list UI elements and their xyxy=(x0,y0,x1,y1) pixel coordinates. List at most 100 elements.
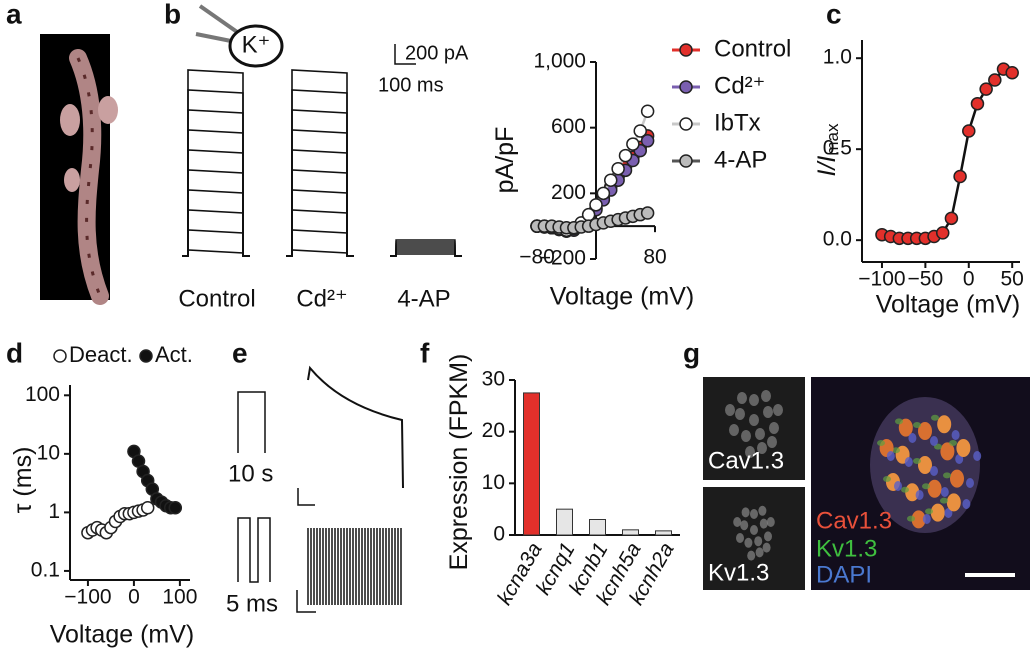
x-axis-label: Voltage (mV) xyxy=(550,283,695,311)
image-label: Kv1.3 xyxy=(708,559,769,586)
x-tick-label: 0 xyxy=(963,268,975,291)
channel-label: Cav1.3 xyxy=(816,507,892,534)
cell-small xyxy=(737,392,747,404)
scale-label: 200 pA xyxy=(405,42,469,64)
current-trace xyxy=(307,365,404,489)
legend-marker xyxy=(679,80,693,94)
trace xyxy=(182,69,250,257)
cell xyxy=(937,415,952,434)
trace xyxy=(286,189,354,257)
nucleus xyxy=(908,433,917,443)
cell-small xyxy=(733,517,742,527)
cell-small xyxy=(767,436,777,448)
cell-small xyxy=(763,406,773,418)
y-axis-label: I/Imax xyxy=(813,123,843,176)
cell-small xyxy=(773,404,783,416)
cell-small xyxy=(747,550,756,561)
cell xyxy=(918,422,932,440)
cell-small xyxy=(754,536,763,547)
legend-marker xyxy=(53,349,67,363)
y-axis-label-main: I/I xyxy=(813,156,841,177)
marker xyxy=(611,161,625,176)
y-tick-label: 20 xyxy=(482,419,505,442)
kv-stain xyxy=(913,458,921,464)
cell-small xyxy=(744,537,753,548)
y-tick-label: 10 xyxy=(482,471,505,494)
micrograph xyxy=(703,487,805,590)
cell-small xyxy=(745,446,755,458)
cell xyxy=(927,479,942,498)
voltage-pulses xyxy=(237,517,271,583)
cell-small xyxy=(741,430,751,442)
nucleus xyxy=(922,514,931,524)
nucleus xyxy=(886,451,895,461)
cell-small xyxy=(755,428,765,440)
marker xyxy=(988,73,1002,87)
cell xyxy=(950,469,964,488)
y-tick-label: 0.1 xyxy=(31,558,60,581)
x-tick-label: 100 xyxy=(162,586,197,609)
legend-label: IbTx xyxy=(714,109,761,136)
nucleus xyxy=(930,436,938,446)
cell-small xyxy=(750,525,758,535)
cell-small xyxy=(749,394,759,406)
kv-stain xyxy=(925,508,933,515)
kv-stain xyxy=(913,422,921,428)
y-axis-label: pA/pF xyxy=(491,127,519,194)
trace xyxy=(307,528,402,605)
channel-label: DAPI xyxy=(816,561,872,588)
y-tick-label: 1,000 xyxy=(533,50,586,73)
panel-letter: d xyxy=(6,337,23,368)
shark-pattern xyxy=(76,57,102,297)
y-tick-label: 600 xyxy=(551,115,586,138)
cell-small xyxy=(759,518,768,529)
marker xyxy=(140,501,155,515)
y-axis-label: τ (ms) xyxy=(9,447,37,514)
trace xyxy=(286,249,354,257)
nucleus xyxy=(930,466,938,476)
nucleus xyxy=(915,490,924,500)
kv-stain xyxy=(922,483,930,490)
scale-bar xyxy=(296,590,316,613)
panel-letter: b xyxy=(164,0,181,29)
trace-label: Control xyxy=(178,285,255,312)
y-tick-label: 30 xyxy=(482,368,505,391)
kv-stain xyxy=(901,486,909,493)
kv-stain xyxy=(931,414,939,421)
duration-label: 5 ms xyxy=(226,590,278,617)
x-axis-label: Voltage (mV) xyxy=(50,621,195,649)
legend-label: Deact. xyxy=(69,342,133,367)
cell-small xyxy=(758,505,767,516)
legend-label: Act. xyxy=(155,342,193,367)
shark-fin xyxy=(98,96,118,124)
trace-label: 4-AP xyxy=(397,285,450,312)
legend-label: 4-AP xyxy=(714,146,767,173)
y-axis-label-sub: max xyxy=(823,123,842,156)
ion-label: K⁺ xyxy=(242,31,271,58)
kv-stain xyxy=(949,440,957,446)
cell xyxy=(228,24,284,68)
y-tick-label: 1.0 xyxy=(823,46,852,69)
legend-marker xyxy=(679,154,693,168)
current-traces xyxy=(182,69,462,257)
trace xyxy=(182,249,250,257)
bar xyxy=(556,508,573,536)
cell-small xyxy=(741,507,750,518)
scale-bar xyxy=(297,488,315,506)
nucleus xyxy=(966,478,974,488)
cell-small xyxy=(749,414,759,426)
cell-small xyxy=(736,533,744,543)
marker xyxy=(962,124,976,138)
kv-stain xyxy=(877,440,885,446)
nucleus xyxy=(940,487,949,497)
cell xyxy=(946,493,961,512)
panel-letter: c xyxy=(826,0,842,29)
cell-small xyxy=(735,408,745,420)
cell-small xyxy=(757,442,767,454)
trace xyxy=(182,189,250,257)
nucleus xyxy=(944,508,953,518)
nucleus xyxy=(951,430,960,440)
x-tick-label: 50 xyxy=(1001,268,1024,291)
duration-label: 10 s xyxy=(228,460,273,487)
x-tick-label: −80 xyxy=(519,246,555,269)
